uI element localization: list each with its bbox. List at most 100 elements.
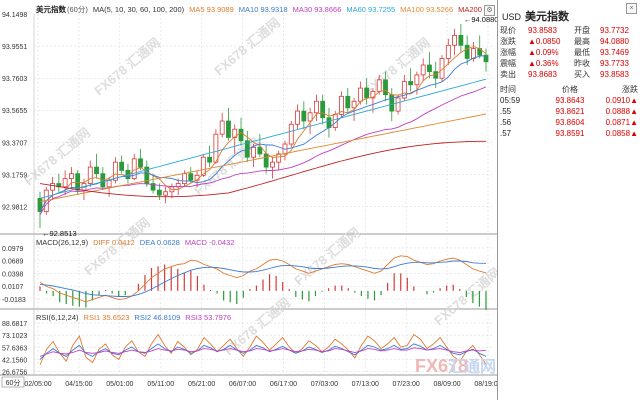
quote-row: 涨跌 ▲0.0850 最高 94.0880: [500, 36, 638, 47]
quote-value: 93.7732: [600, 26, 629, 35]
ticks-header-time: 时间: [500, 85, 516, 94]
candle-body: [370, 90, 376, 99]
symbol-code: USD: [502, 12, 522, 22]
quote-key: 昨收: [574, 59, 590, 68]
time-tick-label: 05/01:00: [106, 381, 133, 388]
candle-body: [232, 128, 238, 138]
quote-value: ▲0.36%: [528, 59, 559, 68]
candle-body: [395, 97, 401, 112]
candle-body: [182, 173, 187, 184]
candle-body: [408, 81, 414, 86]
ma100-label: MA100 93.5266: [400, 4, 454, 14]
rsi3-label: RSI3 53.7976: [185, 312, 232, 322]
quote-key: 涨跌: [500, 37, 516, 46]
macd-label[interactable]: MACD(26,12,9): [36, 237, 89, 247]
candle-body: [383, 79, 388, 96]
low-price-marker: ←92.8513: [42, 229, 77, 238]
price-tick-label: 93.9551: [2, 44, 27, 51]
moving-average-line: [39, 113, 487, 203]
ma-settings-label[interactable]: MA(5, 10, 30, 60, 100, 200): [92, 4, 185, 14]
watermark-text: FX678 汇通网: [431, 265, 497, 329]
candle-body: [200, 156, 206, 176]
watermark-text: FX678 汇通网: [211, 15, 283, 79]
time-tick-label: 07/03:00: [311, 381, 338, 388]
candle-body: [301, 110, 307, 122]
candle-body: [458, 35, 464, 46]
quote-key: 涨幅: [500, 48, 516, 57]
ticks-header-change: 涨跌: [622, 85, 638, 94]
macd-dea-label: DEA 0.0628: [139, 237, 180, 247]
chart-svg[interactable]: 02/05:00 04/15:00 05/01:00 05/11:00 05/21:00…: [0, 0, 503, 400]
watermark-text: FX678 汇通网: [91, 35, 163, 99]
rsi-label[interactable]: RSI(6,12,24): [36, 312, 79, 322]
candle-body: [420, 64, 426, 76]
tick-time: .57: [500, 129, 512, 138]
time-tick-label: 07/23:00: [393, 381, 420, 388]
candle-body: [263, 153, 269, 168]
price-panel-header: 美元指数 (60分) MA(5, 10, 30, 60, 100, 200) M…: [36, 3, 482, 15]
quote-value: 93.8683: [528, 70, 557, 79]
candle-body: [270, 161, 275, 168]
candle-body: [295, 110, 300, 125]
macd-line: [39, 255, 487, 303]
macd-tick-label: -0.0183: [2, 297, 26, 304]
quote-key: 开盘: [574, 26, 590, 35]
high-price-marker: ←94.0880: [464, 15, 497, 24]
candle-body: [313, 100, 319, 114]
quote-key: 卖出: [500, 70, 516, 79]
tick-time: .56: [500, 118, 512, 127]
candle-body: [119, 161, 125, 171]
quote-value: 93.7733: [600, 59, 629, 68]
quote-key: 买入: [574, 70, 590, 79]
rsi-line: [39, 333, 487, 366]
moving-average-line: [39, 78, 487, 199]
candle-body: [131, 158, 137, 180]
candle-body: [464, 44, 470, 59]
candle-body: [471, 48, 476, 59]
chart-area[interactable]: 02/05:00 04/15:00 05/01:00 05/11:00 05/21:00…: [0, 0, 503, 400]
quote-key: 震幅: [500, 59, 516, 68]
tick-price: 93.8621: [555, 107, 585, 116]
tick-change: 0.0871▲: [605, 118, 638, 127]
quote-key: 最低: [574, 48, 590, 57]
close-icon[interactable]: ×: [626, 3, 637, 14]
time-tick-label: 08/09:00: [433, 381, 460, 388]
macd-tick-label: 0.0107: [2, 284, 24, 291]
quote-value: ▲0.0850: [528, 37, 561, 46]
tick-change: 0.0858▲: [605, 129, 638, 138]
tick-change: 0.0888▲: [605, 107, 638, 116]
period-label: (60分): [67, 4, 88, 14]
rsi-tick-label: 26.6756: [2, 369, 27, 376]
tick-time: .55: [500, 107, 512, 116]
candle-body: [94, 166, 99, 175]
rsi2-label: RSI2 46.8109: [134, 312, 181, 322]
price-tick-label: 93.5655: [2, 108, 27, 115]
candle-body: [188, 173, 194, 181]
candle-body: [138, 158, 143, 168]
candle-body: [414, 74, 420, 86]
quote-value: 94.0880: [600, 37, 629, 46]
period-badge: [1, 376, 25, 388]
candle-body: [483, 54, 489, 63]
ma5-label: MA5 93.9089: [189, 4, 234, 14]
symbol-name: 美元指数: [525, 11, 570, 23]
candle-body: [257, 146, 263, 155]
quote-key: 现价: [500, 26, 516, 35]
rsi1-label: RSI1 35.6523: [83, 312, 130, 322]
ticks-header: 时间 价格 涨跌: [500, 84, 638, 95]
candle-body: [251, 146, 256, 158]
candle-body: [163, 191, 169, 196]
tick-row: .56 93.8604 0.0871▲: [500, 118, 638, 127]
macd-panel-header: MACD(26,12,9) DIFF 0.0412 DEA 0.0628 MAC…: [36, 236, 234, 248]
ma200-label: MA200: [458, 4, 482, 14]
quote-value: 93.8583: [528, 26, 557, 35]
macd-tick-label: 0.0979: [2, 246, 24, 253]
sidebar-title: USD 美元指数: [502, 8, 569, 24]
quote-row: 现价 93.8583 开盘 93.7732: [500, 25, 638, 36]
candle-body: [452, 35, 457, 46]
candle-body: [69, 173, 74, 180]
time-tick-label: 05/11:00: [147, 381, 174, 388]
settings-icon[interactable]: ⚙: [484, 5, 495, 16]
quote-row: 卖出 93.8683 买入 93.8583: [500, 69, 638, 80]
quote-sidebar: × USD 美元指数 现价 93.8583 开盘 93.7732 涨跌 ▲0.0850 最高 9…: [498, 0, 640, 400]
